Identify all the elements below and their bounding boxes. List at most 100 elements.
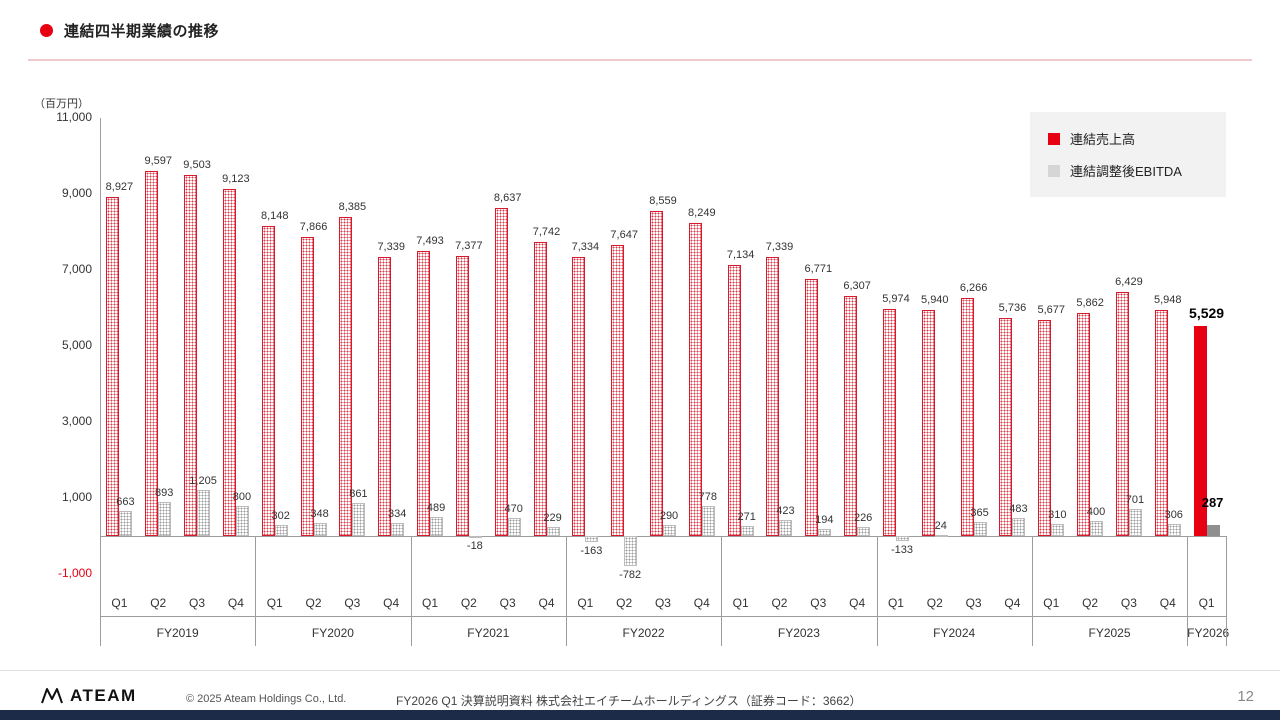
sales-bar [494, 207, 508, 536]
ebitda-value-label: 423 [776, 504, 795, 517]
quarter-label: Q2 [771, 596, 788, 610]
sales-bar [1115, 291, 1129, 536]
sales-value-label: 6,771 [804, 262, 833, 275]
sales-value-label: 7,742 [532, 225, 561, 238]
sales-bar [1193, 325, 1207, 536]
sales-value-label: 8,927 [105, 180, 134, 193]
sales-value-label: 8,249 [688, 206, 716, 219]
ebitda-bar [779, 519, 793, 536]
quarter-label: Q4 [693, 596, 710, 610]
sales-bar [999, 318, 1013, 536]
y-axis-tick-label: -1,000 [57, 566, 92, 580]
quarter-label: Q3 [810, 596, 827, 610]
ebitda-value-label: -163 [580, 545, 603, 558]
ebitda-value-label: 1,205 [189, 475, 217, 488]
document-title-text: FY2026 Q1 決算説明資料 株式会社エイチームホールディングス（証券コード… [396, 694, 862, 708]
y-axis-tick-label: 11,000 [56, 110, 92, 124]
y-axis-tick-label: 1,000 [61, 490, 92, 504]
quarter-label: Q2 [305, 596, 322, 610]
ebitda-bar [313, 522, 327, 536]
quarter-label: Q4 [538, 596, 555, 610]
fiscal-year-label: FY2025 [1088, 626, 1131, 640]
sales-value-label: 7,493 [416, 235, 444, 248]
quarter-label: Q3 [654, 596, 671, 610]
quarter-label: Q1 [1198, 596, 1215, 610]
sales-bar [572, 257, 586, 536]
fiscal-year-separator [1031, 536, 1033, 646]
y-axis-tick-label: 5,000 [61, 338, 92, 352]
quarter-label: Q3 [965, 596, 982, 610]
sales-value-label: 5,529 [1189, 304, 1225, 321]
fiscal-year-label: FY2019 [156, 626, 199, 640]
ebitda-bar [1051, 524, 1065, 536]
ebitda-bar [663, 524, 676, 536]
sales-bar [533, 241, 547, 536]
sales-bar [921, 310, 935, 536]
sales-value-label: 7,334 [571, 241, 600, 254]
fiscal-year-separator [1226, 536, 1227, 646]
quarter-label: Q2 [150, 596, 167, 610]
sales-value-label: 7,866 [299, 221, 328, 234]
ebitda-value-label: 365 [970, 507, 989, 520]
fiscal-year-label: FY2021 [467, 626, 510, 640]
legend-label: 連結調整後EBITDA [1070, 164, 1182, 179]
ebitda-swatch-icon [1048, 164, 1060, 177]
ebitda-value-label: 271 [737, 510, 756, 523]
ebitda-bar [857, 527, 871, 536]
quarter-label: Q2 [1082, 596, 1099, 610]
quarter-label: Q2 [460, 596, 477, 610]
copyright-text: © 2025 Ateam Holdings Co., Ltd. [186, 693, 347, 705]
ebitda-bar [1167, 524, 1181, 536]
slide-header: 連結四半期業績の推移 [40, 20, 219, 41]
quarter-label: Q3 [344, 596, 361, 610]
x-axis-label-divider [100, 616, 1226, 617]
sales-swatch-icon [1048, 132, 1060, 145]
ebitda-bar [507, 518, 521, 536]
unit-label: （百万円） [34, 98, 89, 110]
sales-bar [960, 297, 974, 536]
fiscal-year-label: FY2023 [777, 626, 820, 640]
sales-bar [1077, 313, 1091, 536]
quarter-label: Q1 [422, 596, 439, 610]
sales-bar [184, 174, 198, 536]
ebitda-bar [274, 524, 288, 536]
ebitda-value-label: 194 [815, 513, 834, 526]
sales-bar [261, 226, 275, 536]
ebitda-bar [585, 536, 599, 543]
quarter-label: Q3 [189, 596, 206, 610]
ebitda-value-label: 348 [310, 507, 329, 520]
sales-value-label: 5,948 [1153, 293, 1182, 306]
sales-bar [145, 171, 159, 536]
sales-value-label: 7,339 [377, 241, 405, 254]
ebitda-bar [1090, 520, 1104, 536]
quarter-label: Q4 [1004, 596, 1021, 610]
ebitda-bar [158, 502, 172, 536]
sales-value-label: 9,597 [144, 155, 172, 168]
ebitda-bar [430, 517, 444, 536]
quarter-label: Q4 [849, 596, 866, 610]
sales-value-label: 5,862 [1076, 297, 1104, 310]
ebitda-value-label: 893 [155, 487, 174, 500]
ebitda-bar [119, 510, 133, 536]
sales-bar [882, 308, 896, 536]
sales-value-label: 7,339 [765, 241, 794, 254]
ebitda-value-label: 287 [1201, 495, 1224, 511]
quarter-label: Q3 [1120, 596, 1137, 610]
ebitda-value-label: 310 [1048, 509, 1067, 522]
zero-baseline [100, 536, 1226, 537]
ateam-logo-text: ATEAM [70, 686, 137, 705]
page-title: 連結四半期業績の推移 [64, 23, 220, 40]
ebitda-value-label: 290 [659, 509, 679, 522]
ebitda-value-label: 226 [853, 512, 873, 525]
ebitda-bar [468, 536, 482, 538]
ateam-logo: ATEAM [40, 686, 137, 706]
sales-bar [455, 255, 469, 536]
fiscal-year-separator [1187, 536, 1189, 646]
ebitda-bar [818, 528, 832, 536]
quarter-label: Q4 [227, 596, 244, 610]
sales-bar [417, 251, 431, 536]
ebitda-bar [1206, 525, 1220, 536]
quarter-label: Q1 [111, 596, 128, 610]
sales-bar [222, 189, 236, 536]
